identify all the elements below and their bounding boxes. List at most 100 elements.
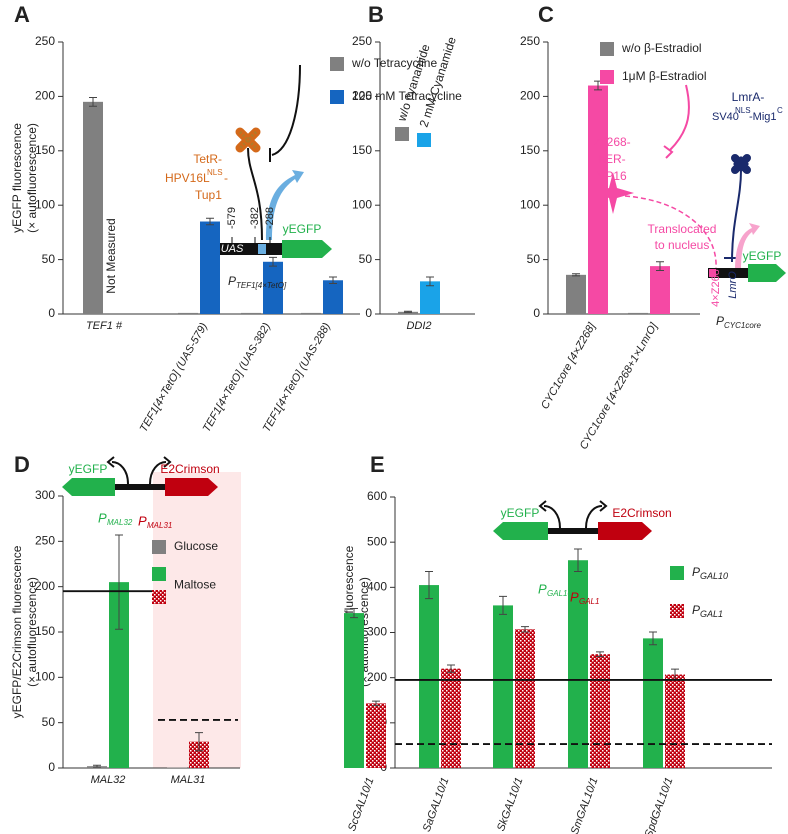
error-bar — [269, 256, 277, 267]
legend-swatch — [670, 566, 684, 580]
bar — [566, 274, 586, 314]
annotation: yEGFP — [69, 462, 108, 476]
bar — [109, 582, 129, 768]
annotation: -382 — [249, 207, 261, 229]
annotation: to nucleus — [655, 238, 710, 252]
x-tick-label: SkGAL10/1 — [495, 776, 526, 833]
bar — [568, 560, 588, 768]
diagram-e — [493, 500, 652, 540]
y-tick-label: 0 — [533, 306, 540, 320]
bar — [493, 605, 513, 768]
diagram-c — [592, 84, 786, 282]
diagram-d — [62, 456, 218, 496]
legend-label-main: Glucose — [174, 539, 218, 553]
bar — [323, 280, 343, 314]
panel-letter: A — [14, 2, 30, 27]
x-tick-label: CYC1core [4×Z268] — [539, 320, 599, 411]
y-tick-label: 100 — [520, 197, 540, 211]
y-tick-label: 400 — [367, 580, 387, 594]
y-tick-label: 250 — [35, 34, 55, 48]
y-tick-label: 150 — [352, 143, 372, 157]
annotation: -288 — [264, 207, 276, 229]
error-bar — [404, 310, 412, 313]
panel-letter: D — [14, 452, 30, 477]
annotation: TetR- — [193, 152, 222, 166]
y-tick-label: 200 — [367, 670, 387, 684]
legend-swatch — [152, 590, 166, 604]
x-tick-label: SmGAL10/1 — [569, 776, 601, 834]
annotation: yEGFP — [743, 249, 782, 263]
annotation: MAL31 — [147, 521, 172, 530]
y-tick-label: 150 — [35, 624, 55, 638]
legend-label: PGAL10 — [692, 565, 728, 581]
annotation: LmrO — [727, 271, 739, 299]
x-tick-label: TEF1 # — [86, 320, 123, 332]
annotation: SV40 — [712, 111, 739, 123]
annotation: Translocated — [648, 222, 717, 236]
bar — [263, 261, 283, 314]
panel-letter: C — [538, 2, 554, 27]
shaded-region — [153, 472, 241, 768]
error-bar — [206, 217, 214, 226]
error-bar — [649, 631, 657, 646]
annotation: P — [98, 510, 107, 525]
bar — [588, 85, 608, 315]
error-bar — [115, 534, 123, 630]
bar — [241, 312, 261, 314]
annotation: NLS — [735, 106, 751, 115]
y-tick-label: 250 — [520, 34, 540, 48]
bar — [650, 266, 670, 314]
error-bar — [350, 608, 358, 619]
annotation: C — [777, 106, 783, 115]
error-bar — [656, 261, 664, 271]
bar — [366, 703, 386, 768]
y-tick-label: 200 — [352, 89, 372, 103]
y-tick-label: 150 — [35, 143, 55, 157]
annotation: NLS — [207, 168, 223, 177]
annotation: Not Measured — [104, 218, 118, 293]
annotation: yEGFP — [283, 222, 322, 236]
x-tick-label: ScGAL10/1 — [346, 776, 377, 833]
annotation: CYC1core — [724, 321, 761, 330]
x-tick-label: TEF1[4×TetO] (UAS-382) — [201, 321, 274, 435]
y-tick-label: 50 — [359, 252, 373, 266]
panel-letter: B — [368, 2, 384, 27]
y-tick-label: 250 — [35, 534, 55, 548]
y-tick-label: 150 — [520, 143, 540, 157]
bar — [590, 654, 610, 768]
legend-label: w/o β-Estradiol — [621, 41, 702, 55]
annotation: LmrA- — [732, 90, 765, 104]
diagram-a — [212, 64, 332, 258]
bar — [643, 638, 663, 768]
legend-swatch — [152, 540, 166, 554]
legend-label-main: Maltose — [174, 578, 216, 592]
y-tick-label: 300 — [35, 488, 55, 502]
y-tick-label: 200 — [520, 89, 540, 103]
y-axis-label: yEGFP/E2Crimson fluorescence — [10, 545, 24, 718]
legend-swatch — [395, 127, 409, 141]
legend-label: 1μM β-Estradiol — [622, 69, 707, 83]
annotation: -Mig1 — [749, 111, 777, 123]
y-tick-label: 200 — [35, 579, 55, 593]
annotation: P — [228, 274, 236, 288]
error-bar — [574, 548, 582, 573]
x-tick-label: MAL32 — [91, 774, 126, 786]
panel-letter: E — [370, 452, 385, 477]
bar — [665, 674, 685, 768]
y-tick-label: 50 — [42, 715, 56, 729]
legend-swatch — [330, 90, 344, 104]
legend-label-main: w/o Tetracycline — [351, 56, 437, 70]
legend-swatch — [330, 57, 344, 71]
annotation: TEF1[4×TetO] — [236, 281, 287, 290]
x-tick-label: SpdGAL10/1 — [643, 776, 676, 834]
bar — [515, 629, 535, 768]
legend-label-main: 1μM β-Estradiol — [622, 69, 707, 83]
annotation: - — [224, 171, 228, 185]
y-axis-label: (× autofluorescence) — [25, 123, 39, 233]
x-tick-label: TEF1[4×TetO] (UAS-579) — [138, 321, 211, 435]
legend-label-main: P — [692, 565, 700, 579]
error-bar — [596, 651, 604, 657]
y-tick-label: 100 — [35, 197, 55, 211]
bar — [419, 585, 439, 768]
y-axis-label: (× autofluorescence) — [25, 577, 39, 687]
